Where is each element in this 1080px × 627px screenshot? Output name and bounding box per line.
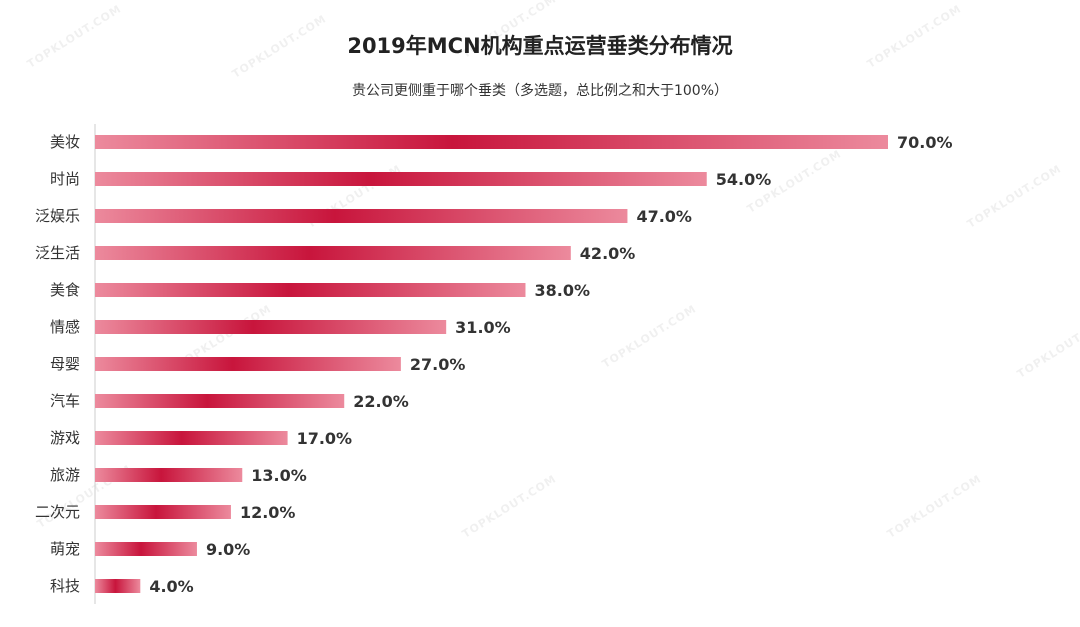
bar	[95, 505, 231, 519]
value-label: 31.0%	[455, 318, 511, 337]
bar	[95, 394, 345, 408]
chart-subtitle: 贵公司更侧重于哪个垂类（多选题，总比例之和大于100%）	[351, 83, 729, 99]
category-label: 科技	[50, 577, 80, 595]
value-label: 70.0%	[897, 133, 953, 152]
value-label: 27.0%	[410, 355, 466, 374]
bar	[95, 209, 628, 223]
chart-title: 2019年MCN机构重点运营垂类分布情况	[347, 34, 733, 58]
category-label: 泛生活	[35, 244, 80, 262]
category-label: 汽车	[50, 392, 80, 410]
bar	[95, 357, 401, 371]
bar	[95, 542, 197, 556]
category-label: 泛娱乐	[35, 207, 80, 225]
value-label: 54.0%	[716, 170, 772, 189]
category-label: 美食	[50, 281, 80, 299]
value-label: 47.0%	[636, 207, 692, 226]
category-label: 萌宠	[50, 540, 80, 558]
category-label: 游戏	[50, 429, 80, 447]
value-label: 13.0%	[251, 466, 307, 485]
category-label: 情感	[50, 318, 80, 336]
value-label: 9.0%	[206, 540, 250, 559]
category-label: 二次元	[35, 503, 80, 521]
bar	[95, 283, 526, 297]
value-label: 17.0%	[297, 429, 353, 448]
value-label: 22.0%	[353, 392, 409, 411]
value-label: 4.0%	[149, 577, 193, 596]
bar	[95, 172, 707, 186]
category-label: 时尚	[50, 170, 80, 188]
category-label: 旅游	[50, 466, 80, 484]
category-label: 母婴	[50, 355, 80, 373]
bar	[95, 135, 888, 149]
value-label: 12.0%	[240, 503, 296, 522]
value-label: 38.0%	[534, 281, 590, 300]
bar	[95, 579, 141, 593]
bar	[95, 431, 288, 445]
bar	[95, 320, 447, 334]
bar	[95, 246, 571, 260]
category-label: 美妆	[50, 133, 80, 151]
value-label: 42.0%	[580, 244, 636, 263]
bar	[95, 468, 243, 482]
